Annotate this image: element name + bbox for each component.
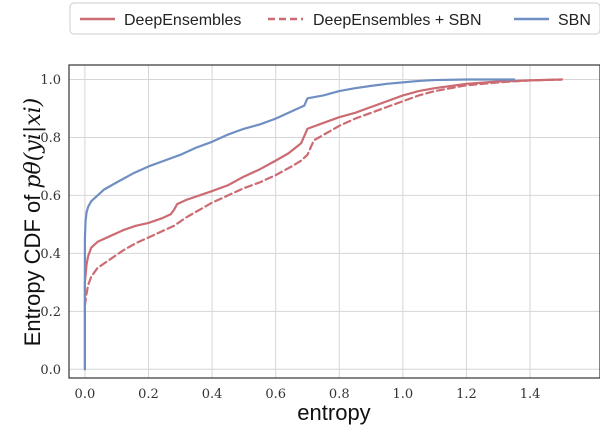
legend-label-deepensembles-sbn: DeepEnsembles + SBN bbox=[313, 12, 482, 29]
x-tick-label: 0.6 bbox=[265, 387, 286, 402]
x-tick-label: 1.4 bbox=[520, 387, 541, 402]
y-axis-title-math: pθ(yi|xi) bbox=[21, 98, 46, 189]
y-axis-title-prefix: Entropy CDF of bbox=[20, 189, 45, 347]
legend-item-deepensembles: DeepEnsembles bbox=[80, 12, 241, 29]
y-tick-label: 0.8 bbox=[40, 131, 61, 146]
y-axis-title: Entropy CDF of pθ(yi|xi) bbox=[20, 98, 46, 347]
y-tick-label: 0.4 bbox=[40, 247, 61, 262]
series-line-deepensembles-sbn bbox=[83, 78, 563, 307]
series-layer bbox=[83, 78, 563, 371]
plot-area bbox=[69, 65, 600, 378]
x-axis-ticks: 0.0 0.2 0.4 0.6 0.8 1.0 1.2 1.4 bbox=[75, 387, 541, 402]
y-tick-label: 0.6 bbox=[40, 189, 61, 204]
legend-item-deepensembles-sbn: DeepEnsembles + SBN bbox=[268, 12, 482, 29]
x-axis-title: entropy bbox=[297, 400, 370, 425]
x-tick-label: 0.8 bbox=[329, 387, 350, 402]
legend-box bbox=[69, 2, 600, 35]
x-tick-label: 0.2 bbox=[138, 387, 159, 402]
y-tick-label: 0.2 bbox=[40, 305, 61, 320]
series-line-sbn bbox=[83, 78, 516, 371]
x-tick-label: 1.2 bbox=[456, 387, 477, 402]
x-tick-label: 1.0 bbox=[393, 387, 414, 402]
legend: DeepEnsembles DeepEnsembles + SBN SBN bbox=[69, 2, 600, 35]
plot-frame bbox=[68, 64, 600, 379]
x-tick-label: 0.4 bbox=[202, 387, 223, 402]
y-tick-label: 1.0 bbox=[40, 73, 61, 88]
x-tick-label: 0.0 bbox=[75, 387, 96, 402]
legend-label-deepensembles: DeepEnsembles bbox=[124, 12, 241, 29]
legend-label-sbn: SBN bbox=[558, 12, 591, 29]
y-axis-ticks: 0.0 0.2 0.4 0.6 0.8 1.0 bbox=[40, 73, 61, 378]
legend-item-sbn: SBN bbox=[514, 12, 591, 29]
y-tick-label: 0.0 bbox=[40, 363, 61, 378]
series-line-deepensembles bbox=[83, 78, 563, 371]
